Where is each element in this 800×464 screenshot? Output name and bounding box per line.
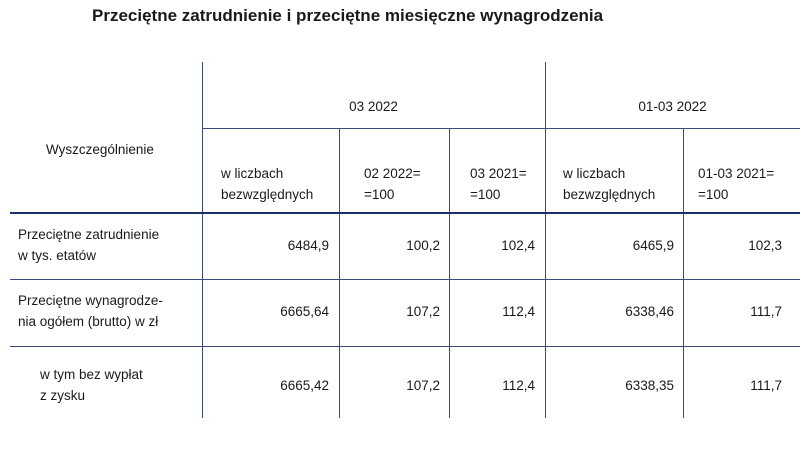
table-cell: 112,4 <box>502 378 535 393</box>
table-cell: 107,2 <box>406 378 440 393</box>
row-label-header: Wyszczególnienie <box>46 142 154 157</box>
grid-line <box>10 279 800 280</box>
group-header-03-2022: 03 2022 <box>349 99 398 114</box>
table-cell: 6665,64 <box>280 304 329 319</box>
row-label: w tym bez wypłat z zysku <box>40 367 143 403</box>
grid-line <box>10 346 800 347</box>
grid-line <box>683 128 684 418</box>
grid-line <box>339 128 340 418</box>
table-cell: 107,2 <box>406 304 440 319</box>
table-cell: 6338,35 <box>625 378 674 393</box>
table-cell: 102,3 <box>748 238 782 253</box>
table-cell: 6338,46 <box>625 304 674 319</box>
table-cell: 111,7 <box>750 304 782 319</box>
row-label: Przeciętne wynagrodze-nia ogółem (brutto… <box>18 293 163 329</box>
row-label: Przeciętne zatrudnienie w tys. etatów <box>18 227 160 263</box>
col-header-1: w liczbach bezwzględnych <box>221 166 314 202</box>
col-header-2: 02 2022= =100 <box>364 166 421 202</box>
grid-line <box>202 128 800 129</box>
group-header-01-03-2022: 01-03 2022 <box>638 99 707 114</box>
table-cell: 6465,9 <box>632 238 674 253</box>
header-divider <box>10 212 800 214</box>
grid-line <box>545 62 546 418</box>
col-header-5: 01-03 2021= =100 <box>698 166 775 202</box>
table-cell: 100,2 <box>406 238 440 253</box>
col-header-3: 03 2021= =100 <box>470 166 527 202</box>
grid-line <box>202 62 203 418</box>
col-header-4: w liczbach bezwzględnych <box>563 166 656 202</box>
table-cell: 111,7 <box>750 378 782 393</box>
grid-line <box>449 128 450 418</box>
page-title: Przeciętne zatrudnienie i przeciętne mie… <box>92 6 604 25</box>
table-cell: 6665,42 <box>280 378 329 393</box>
table-cell: 112,4 <box>502 304 535 319</box>
table-cell: 6484,9 <box>287 238 329 253</box>
table-cell: 102,4 <box>501 238 535 253</box>
